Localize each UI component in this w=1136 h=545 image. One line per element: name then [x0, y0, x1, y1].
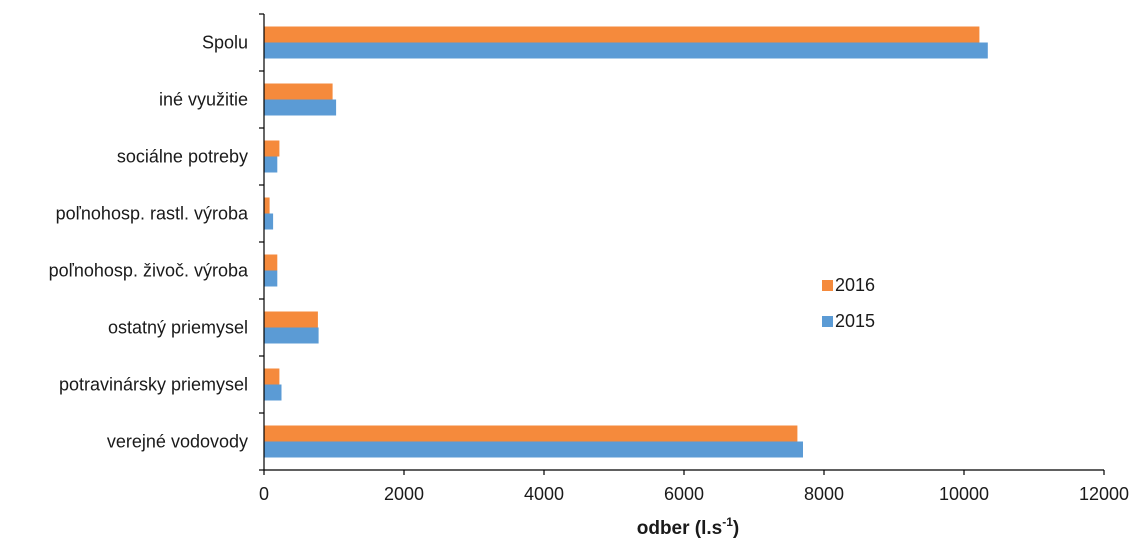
- category-label: poľnohosp. rastl. výroba: [56, 204, 249, 224]
- bar-2015-1: [264, 100, 336, 116]
- category-label: poľnohosp. živoč. výroba: [49, 261, 249, 281]
- bar-2015-5: [264, 328, 319, 344]
- x-tick-label: 10000: [939, 484, 989, 504]
- bar-2016-0: [264, 27, 979, 43]
- axes-layer: [259, 14, 1104, 475]
- bar-2015-4: [264, 271, 277, 287]
- x-tick-label: 8000: [804, 484, 844, 504]
- bar-2016-5: [264, 312, 318, 328]
- bar-2016-1: [264, 84, 333, 100]
- legend-swatch-2016: [822, 280, 833, 291]
- bar-2016-2: [264, 141, 279, 157]
- x-tick-label: 0: [259, 484, 269, 504]
- bars-layer: [264, 27, 988, 458]
- bar-2015-2: [264, 157, 277, 173]
- category-label: Spolu: [202, 33, 248, 53]
- legend-label-2016: 2016: [835, 275, 875, 295]
- bar-2016-6: [264, 369, 279, 385]
- legend: 2016 2015: [822, 275, 875, 331]
- x-tick-labels: 0 2000 4000 6000 8000 10000 12000: [259, 484, 1129, 504]
- category-label: sociálne potreby: [117, 147, 248, 167]
- x-tick-label: 4000: [524, 484, 564, 504]
- bar-2015-7: [264, 442, 803, 458]
- x-tick-label: 2000: [384, 484, 424, 504]
- legend-swatch-2015: [822, 316, 833, 327]
- x-tick-label: 12000: [1079, 484, 1129, 504]
- category-label: potravinársky priemysel: [59, 375, 248, 395]
- bar-2015-3: [264, 214, 273, 230]
- bar-2016-7: [264, 426, 797, 442]
- legend-label-2015: 2015: [835, 311, 875, 331]
- category-label: iné využitie: [159, 90, 248, 110]
- bar-2015-6: [264, 385, 282, 401]
- x-tick-label: 6000: [664, 484, 704, 504]
- category-label: ostatný priemysel: [108, 318, 248, 338]
- bar-2016-4: [264, 255, 277, 271]
- bar-2015-0: [264, 43, 988, 59]
- category-label: verejné vodovody: [107, 432, 248, 452]
- bar-2016-3: [264, 198, 270, 214]
- x-axis-title: odber (l.s-1): [637, 515, 740, 539]
- category-labels: Spolu iné využitie sociálne potreby poľnoho…: [49, 33, 249, 452]
